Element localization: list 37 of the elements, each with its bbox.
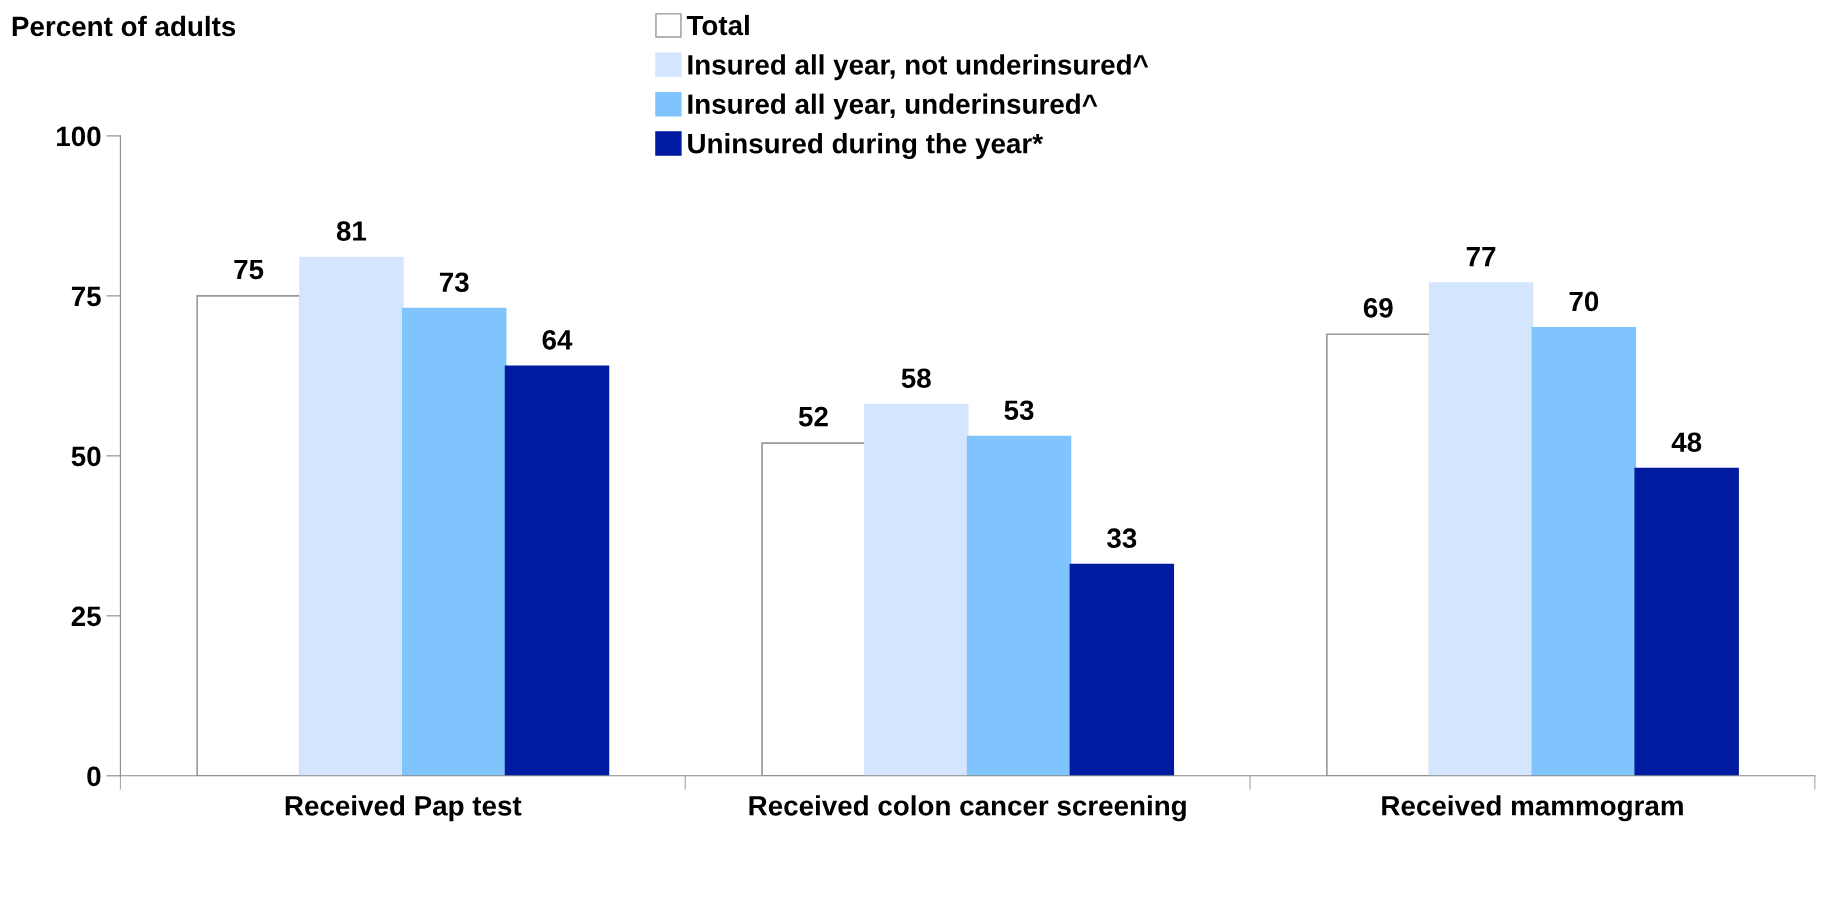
bar [299,256,404,776]
data-label: 69 [1363,298,1393,318]
data-label: 81 [336,221,367,241]
bar [196,295,301,776]
bar [401,307,507,776]
y-axis-title: Percent of adults [12,15,236,37]
y-tick-label: 100 [57,126,101,147]
legend-label: Total [686,14,749,36]
data-label: 73 [439,272,469,293]
data-label: 77 [1466,247,1496,267]
bar [504,365,610,776]
bar [1531,327,1637,776]
bar [966,435,1072,776]
legend-label: Uninsured during the year* [688,132,1043,160]
x-tick-label: Received mammogram [1382,795,1683,822]
data-label: 64 [542,329,573,350]
y-tick-label: 75 [71,286,101,307]
x-tick-label: Received colon cancer screening [749,795,1186,822]
y-tick-label: 25 [71,606,101,627]
data-label: 75 [234,259,264,280]
x-tick-label: Received Pap test [285,795,522,822]
data-label: 53 [1004,400,1034,421]
y-tick-label: 50 [71,446,101,467]
legend-label: Insured all year, underinsured^ [688,93,1098,120]
y-tick-label: 0 [87,766,101,787]
data-label: 52 [798,406,828,427]
bar [761,442,866,776]
bar [1326,333,1431,776]
legend-label: Insured all year, not underinsured^ [688,54,1149,81]
bar [1428,282,1534,776]
data-label: 48 [1671,432,1702,453]
data-label: 70 [1569,291,1599,312]
data-label: 33 [1107,528,1137,549]
data-label: 58 [901,368,931,389]
bar [1634,467,1739,776]
bar [863,403,969,776]
bar [1069,563,1175,776]
